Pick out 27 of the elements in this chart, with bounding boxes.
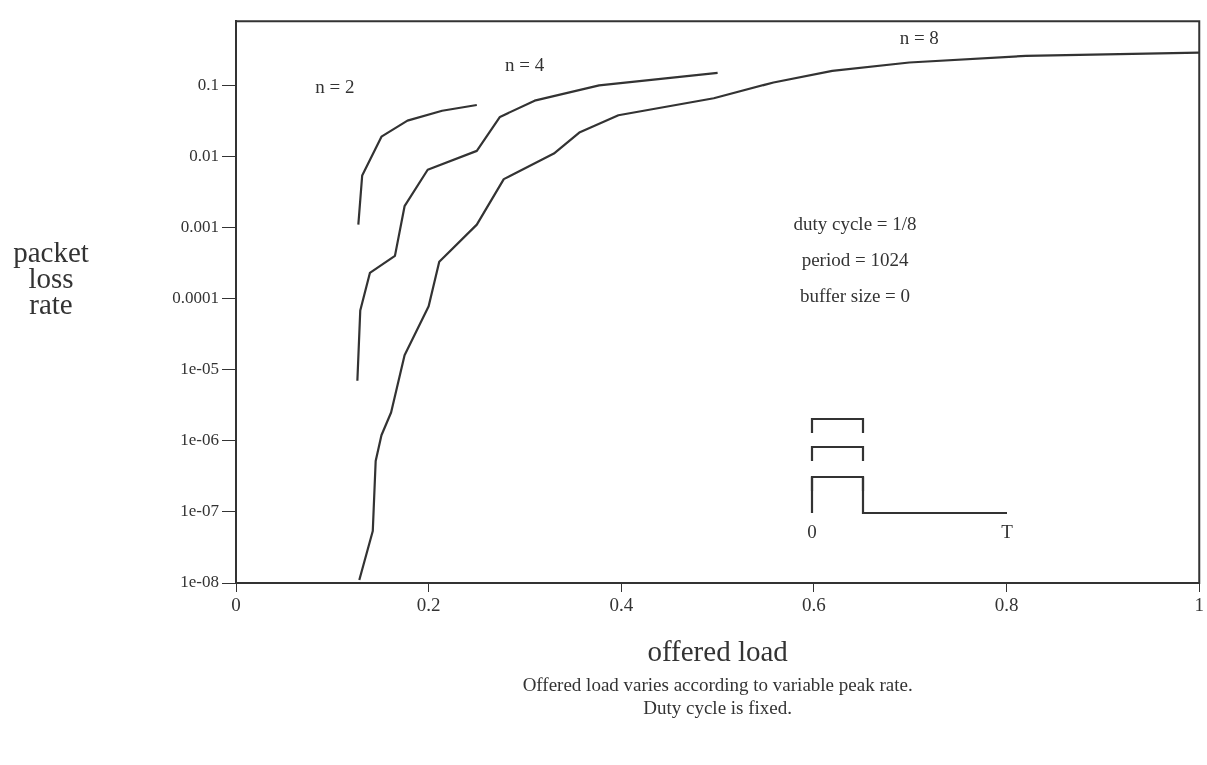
series-label: n = 4 xyxy=(505,53,545,75)
x-tick-label: 0.8 xyxy=(994,594,1019,616)
text: Offered load varies according to variable peak rate. xyxy=(522,673,913,695)
text: Duty cycle is fixed. xyxy=(643,696,793,718)
text: n = 2 xyxy=(315,75,355,97)
annotation: buffer size = 0 xyxy=(799,284,911,306)
x-tick-label: 0.6 xyxy=(802,594,826,616)
pulse-diagram: 0 T xyxy=(806,388,1016,544)
y-tick-label: 0.01 xyxy=(189,145,219,165)
annotation: 0 xyxy=(807,521,817,542)
y-tick-label: 0.001 xyxy=(180,217,219,237)
x-tick-label: 0.4 xyxy=(609,594,634,616)
y-tick-label: 0.1 xyxy=(197,74,219,94)
x-tick-label: 0.2 xyxy=(416,594,441,616)
annotation: period = 1024 xyxy=(801,248,909,270)
y-tick-label: 1e-05 xyxy=(180,359,219,379)
y-tick-label: 1e-07 xyxy=(180,501,220,521)
series-label: n = 8 xyxy=(899,26,939,48)
y-tick-label: 1e-08 xyxy=(180,572,219,592)
y-tick-label: 0.0001 xyxy=(172,288,219,308)
y-axis-title: packet loss rate xyxy=(13,235,89,320)
x-tick-label: 1 xyxy=(1194,594,1204,616)
x-tick-label: 0 xyxy=(231,594,241,616)
annotation: duty cycle = 1/8 xyxy=(793,212,917,234)
annotation: T xyxy=(1001,521,1014,542)
y-tick-label: 1e-06 xyxy=(180,430,219,450)
x-axis-title: offered load xyxy=(647,634,789,667)
